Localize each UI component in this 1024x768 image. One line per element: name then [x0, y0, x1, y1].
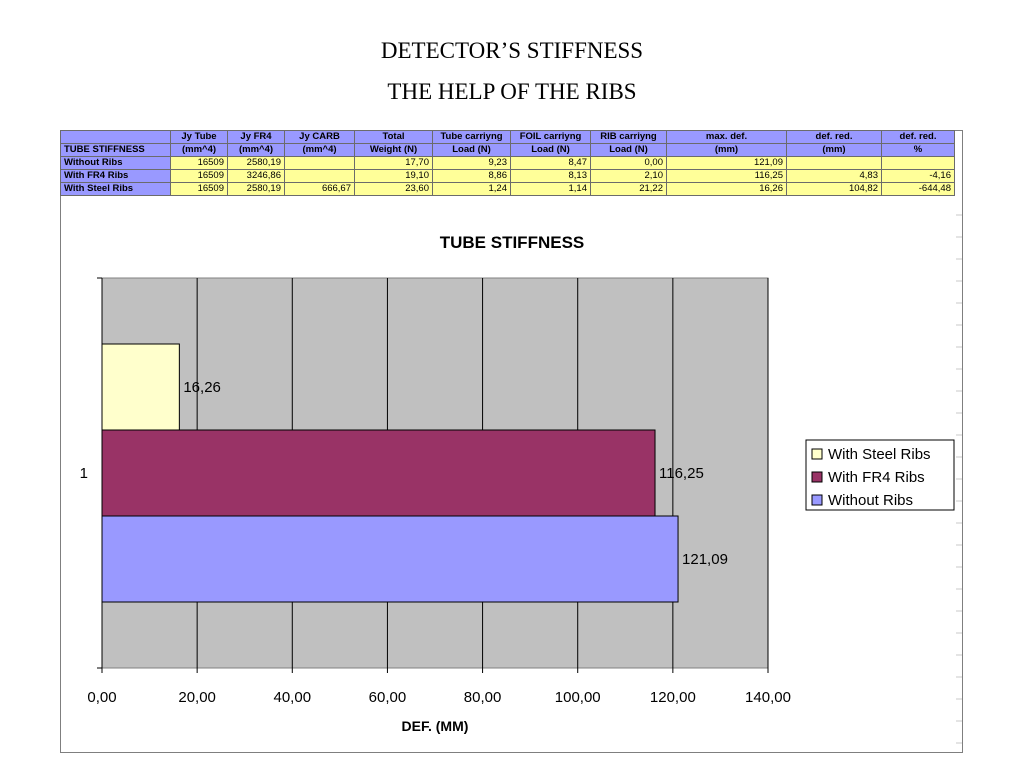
- table-cell: 0,00: [590, 156, 667, 170]
- x-tick-label: 40,00: [274, 689, 312, 706]
- table-cell: 23,60: [354, 182, 433, 196]
- table-cell: [786, 156, 882, 170]
- x-tick-label: 100,00: [555, 689, 601, 706]
- table-row: With FR4 Ribs 16509 3246,86 19,10 8,86 8,13 2,…: [60, 169, 955, 183]
- table-cell: 16,26: [666, 182, 787, 196]
- data-label: 121,09: [682, 551, 728, 568]
- legend-entry: With FR4 Ribs: [828, 469, 925, 486]
- table-cell: def. red.: [881, 130, 955, 144]
- table-cell: 116,25: [666, 169, 787, 183]
- table-header-row: Jy Tube Jy FR4 Jy CARB Total Tube carriyng FO…: [60, 130, 955, 144]
- table-cell: %: [881, 143, 955, 157]
- table-cell: max. def.: [666, 130, 787, 144]
- legend-entry: With Steel Ribs: [828, 446, 931, 463]
- table-cell: Jy FR4: [227, 130, 285, 144]
- table-cell: Tube carriyng: [432, 130, 511, 144]
- table-cell: With Steel Ribs: [60, 182, 171, 196]
- table-cell: 16509: [170, 156, 228, 170]
- table-cell: -4,16: [881, 169, 955, 183]
- x-tick-label: 120,00: [650, 689, 696, 706]
- table-header-row: TUBE STIFFNESS (mm^4) (mm^4) (mm^4) Weight (…: [60, 143, 955, 157]
- bar: [101, 429, 656, 517]
- table-cell: 2,10: [590, 169, 667, 183]
- data-label: 116,25: [659, 465, 704, 482]
- table-cell: TUBE STIFFNESS: [60, 143, 171, 157]
- stiffness-table: Jy Tube Jy FR4 Jy CARB Total Tube carriyng FO…: [60, 130, 955, 196]
- table-cell: Load (N): [432, 143, 511, 157]
- bar: [101, 343, 180, 431]
- table-cell: 21,22: [590, 182, 667, 196]
- table-cell: 1,24: [432, 182, 511, 196]
- legend-swatch: [811, 448, 823, 460]
- legend-swatch: [811, 494, 823, 506]
- table-cell: 16509: [170, 182, 228, 196]
- x-tick-label: 140,00: [745, 689, 791, 706]
- bar: [101, 515, 679, 603]
- table-cell: Load (N): [590, 143, 667, 157]
- x-tick-label: 20,00: [178, 689, 216, 706]
- table-cell: 2580,19: [227, 182, 285, 196]
- data-label: 16,26: [183, 379, 221, 396]
- table-cell: (mm^4): [284, 143, 355, 157]
- table-cell: 8,86: [432, 169, 511, 183]
- x-tick-label: 80,00: [464, 689, 502, 706]
- x-tick-label: 0,00: [87, 689, 116, 706]
- y-tick-label: 1: [80, 465, 88, 482]
- x-axis-title: DEF. (MM): [402, 718, 469, 734]
- slide-title-line1: DETECTOR’S STIFFNESS: [380, 38, 644, 63]
- table-cell: 121,09: [666, 156, 787, 170]
- table-cell: 16509: [170, 169, 228, 183]
- legend-entry: Without Ribs: [828, 492, 913, 509]
- table-cell: -644,48: [881, 182, 955, 196]
- table-cell: [881, 156, 955, 170]
- table-row: Without Ribs 16509 2580,19 17,70 9,23 8,47 0,0…: [60, 156, 955, 170]
- table-cell: 8,47: [510, 156, 591, 170]
- chart-title: TUBE STIFFNESS: [440, 233, 585, 252]
- table-cell: 8,13: [510, 169, 591, 183]
- slide-title-line2: THE HELP OF THE RIBS: [387, 79, 637, 104]
- table-cell: 104,82: [786, 182, 882, 196]
- table-cell: FOIL carriyng: [510, 130, 591, 144]
- table-row: With Steel Ribs 16509 2580,19 666,67 23,60 1,…: [60, 182, 955, 196]
- table-cell: 1,14: [510, 182, 591, 196]
- legend-box: [805, 439, 955, 511]
- table-cell: 4,83: [786, 169, 882, 183]
- x-tick-label: 60,00: [369, 689, 407, 706]
- table-cell: (mm^4): [227, 143, 285, 157]
- table-cell: Jy CARB: [284, 130, 355, 144]
- legend-swatch: [811, 471, 823, 483]
